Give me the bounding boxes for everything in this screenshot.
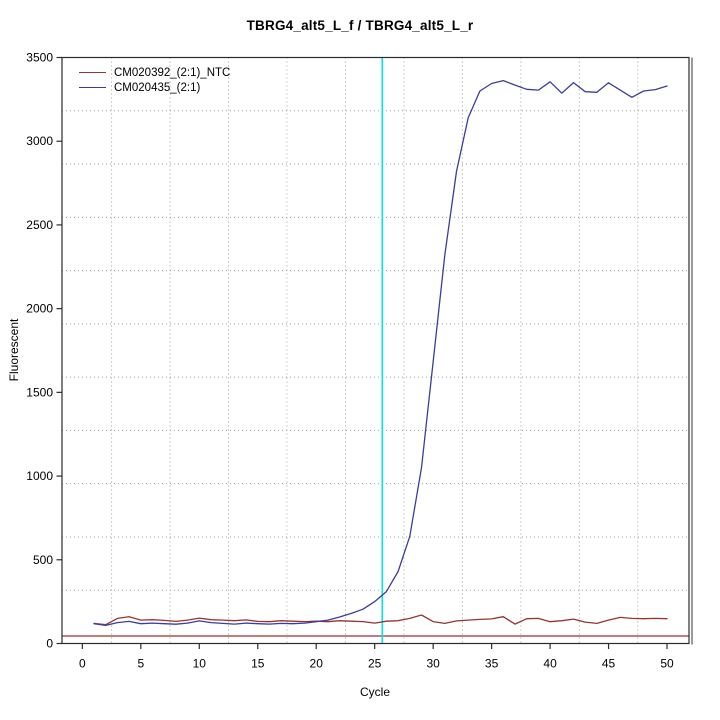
x-axis-label: Cycle bbox=[359, 685, 391, 699]
series-line-0 bbox=[93, 614, 668, 626]
y-tick-label: 1000 bbox=[26, 469, 53, 483]
x-tick-label: 25 bbox=[368, 657, 382, 671]
y-tick-label: 2000 bbox=[26, 302, 53, 316]
legend-item-ntc: CM020392_(2:1)_NTC bbox=[79, 65, 230, 80]
y-tick-label: 500 bbox=[33, 553, 53, 567]
y-tick-label: 3500 bbox=[26, 51, 53, 65]
plot-frame bbox=[61, 56, 690, 645]
x-tick-label: 30 bbox=[426, 657, 440, 671]
chart-title: TBRG4_alt5_L_f / TBRG4_alt5_L_r bbox=[246, 18, 474, 33]
x-tick-label: 50 bbox=[660, 657, 674, 671]
x-tick-label: 0 bbox=[79, 657, 86, 671]
series-line-1 bbox=[93, 79, 668, 627]
legend-label-sample: CM020435_(2:1) bbox=[114, 81, 201, 94]
y-tick-label: 0 bbox=[46, 637, 53, 651]
y-axis-label: Fluorescent bbox=[7, 318, 21, 382]
x-tick-label: 15 bbox=[251, 657, 265, 671]
y-tick-label: 3000 bbox=[26, 134, 53, 148]
legend: CM020392_(2:1)_NTC CM020435_(2:1) bbox=[79, 65, 230, 95]
legend-label-ntc: CM020392_(2:1)_NTC bbox=[114, 66, 231, 79]
legend-item-sample: CM020435_(2:1) bbox=[79, 80, 230, 95]
x-tick-label: 35 bbox=[485, 657, 499, 671]
x-tick-label: 10 bbox=[193, 657, 207, 671]
x-tick-label: 5 bbox=[137, 657, 144, 671]
y-tick-label: 1500 bbox=[26, 385, 53, 399]
x-tick-label: 20 bbox=[310, 657, 324, 671]
y-tick-label: 2500 bbox=[26, 218, 53, 232]
legend-line-sample-cm020435 bbox=[79, 87, 106, 88]
x-tick-label: 45 bbox=[602, 657, 616, 671]
legend-line-sample-ntc bbox=[79, 72, 106, 73]
x-tick-label: 40 bbox=[543, 657, 557, 671]
